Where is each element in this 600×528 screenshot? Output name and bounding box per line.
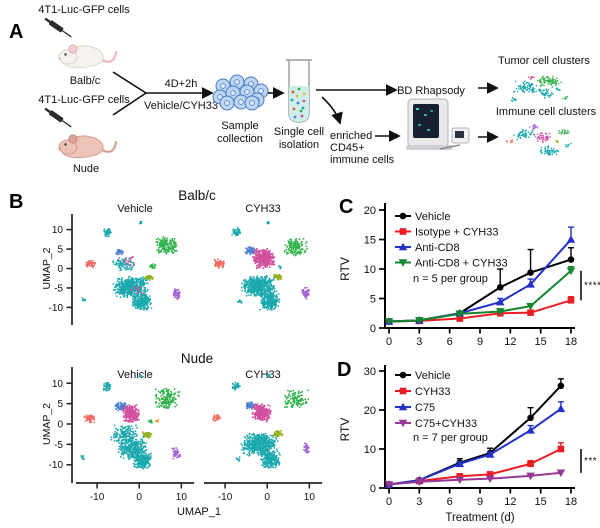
legend-label: Anti-CD8	[415, 242, 460, 254]
svg-text:0: 0	[57, 420, 63, 431]
balbc-label: Balb/c	[70, 75, 101, 87]
significance-bracket: ****	[580, 270, 600, 301]
single-cell-label-1: Single cell	[274, 126, 324, 138]
umap-xlabel: UMAP_1	[177, 506, 221, 518]
series-anti-cd8-cyh33	[384, 265, 576, 326]
cells-label-top: 4T1-Luc-GFP cells	[38, 4, 130, 16]
svg-text:-10: -10	[49, 460, 64, 471]
panel-c-label: C	[339, 196, 354, 218]
chart-ylabel: RTV	[338, 418, 352, 442]
legend-label: Vehicle	[415, 370, 450, 382]
svg-text:-10: -10	[49, 303, 64, 314]
nude-mouse	[58, 134, 118, 159]
umap-scatter	[81, 220, 181, 311]
legend-label: Anti-CD8 + CYH33	[415, 257, 508, 269]
legend-item: C75	[395, 402, 435, 414]
enriched-label-3: immune cells	[330, 154, 395, 166]
legend-label: C75+CYH33	[415, 418, 477, 430]
panel-a-label: A	[9, 21, 24, 43]
tumor-clusters-label: Tumor cell clusters	[498, 55, 590, 67]
immune-clusters-label: Immune cell clusters	[496, 106, 597, 118]
umap-group-title: Balb/c	[178, 188, 216, 203]
legend-label: Vehicle	[415, 211, 450, 223]
single-cell-label-2: isolation	[279, 139, 319, 151]
syringe-icon	[44, 107, 72, 128]
legend-item: Anti-CD8 + CYH33	[395, 257, 508, 269]
nude-label: Nude	[73, 163, 99, 175]
umap-facet-title: Vehicle	[117, 203, 152, 215]
legend-item: Vehicle	[395, 370, 450, 382]
legend-item: Isotype + CYH33	[395, 226, 498, 238]
legend-item: C75+CYH33	[395, 418, 477, 430]
sample-label-2: collection	[217, 133, 263, 145]
panel-b-umaps: Balb/c 10 5 0 -5 -10 UMAP_2 Vehicle CYH33 Nude 10 5…	[41, 188, 322, 518]
svg-text:0: 0	[136, 492, 142, 503]
svg-text:-5: -5	[54, 440, 63, 451]
legend-item: Anti-CD8	[395, 242, 460, 254]
umap-facet-title: Vehicle	[117, 369, 152, 381]
cells-label-bottom: 4T1-Luc-GFP cells	[38, 94, 130, 106]
svg-text:10: 10	[52, 225, 64, 236]
syringe-icon	[44, 17, 72, 38]
group-size-note: n = 5 per group	[413, 273, 488, 285]
legend-item: CYH33	[395, 386, 450, 398]
series-c75-cyh33	[384, 469, 566, 489]
umap-scatter	[80, 374, 182, 470]
svg-text:0: 0	[57, 264, 63, 275]
svg-text:-5: -5	[54, 283, 63, 294]
cells-icon	[212, 74, 269, 111]
chart-ylabel: RTV	[338, 257, 352, 281]
umap-facet-title: CYH33	[245, 203, 280, 215]
panel-a-schematic: 4T1-Luc-GFP cells Balb/c 4T1-Luc-GFP cel…	[38, 4, 597, 175]
enriched-label-2: CD45+	[330, 142, 365, 154]
immune-clusters-mini-umap	[505, 123, 572, 156]
umap-facet-title: CYH33	[245, 369, 280, 381]
umap-ylabel: UMAP_2	[41, 403, 53, 445]
significance-bracket: ***	[580, 449, 597, 473]
branch-lines	[112, 71, 147, 116]
legend-label: Isotype + CYH33	[415, 226, 498, 238]
umap-scatter	[213, 221, 310, 312]
legend-label: CYH33	[415, 386, 450, 398]
group-size-note: n = 7 per group	[413, 432, 488, 444]
significance-stars: ****	[584, 281, 600, 292]
chart-xlabel: Treatment (d)	[445, 512, 514, 524]
panel-b-label: B	[9, 191, 24, 213]
significance-stars: ***	[584, 456, 597, 467]
svg-text:10: 10	[52, 379, 64, 390]
balbc-mouse	[58, 44, 118, 69]
sample-label-1: Sample	[221, 120, 258, 132]
umap-group-title: Nude	[181, 351, 213, 366]
tumor-clusters-mini-umap	[511, 75, 569, 103]
umap-scatter	[212, 373, 310, 469]
enriched-label-1: enriched	[330, 130, 372, 142]
panel-d-label: D	[337, 359, 352, 381]
bd-rhapsody-label: BD Rhapsody	[397, 85, 465, 97]
curved-arrow-enriched	[321, 96, 343, 125]
svg-text:5: 5	[57, 245, 63, 256]
duration-label: 4D+2h	[165, 78, 198, 90]
bd-rhapsody-machine-icon	[406, 98, 470, 150]
umap-ylabel: UMAP_2	[41, 247, 53, 289]
svg-text:-10: -10	[90, 492, 105, 503]
svg-text:10: 10	[176, 492, 188, 503]
treatment-label: Vehicle/CYH33	[144, 100, 218, 112]
legend-item: Vehicle	[395, 211, 450, 223]
legend-label: C75	[415, 402, 435, 414]
tube-icon	[286, 59, 312, 123]
svg-text:5: 5	[57, 399, 63, 410]
